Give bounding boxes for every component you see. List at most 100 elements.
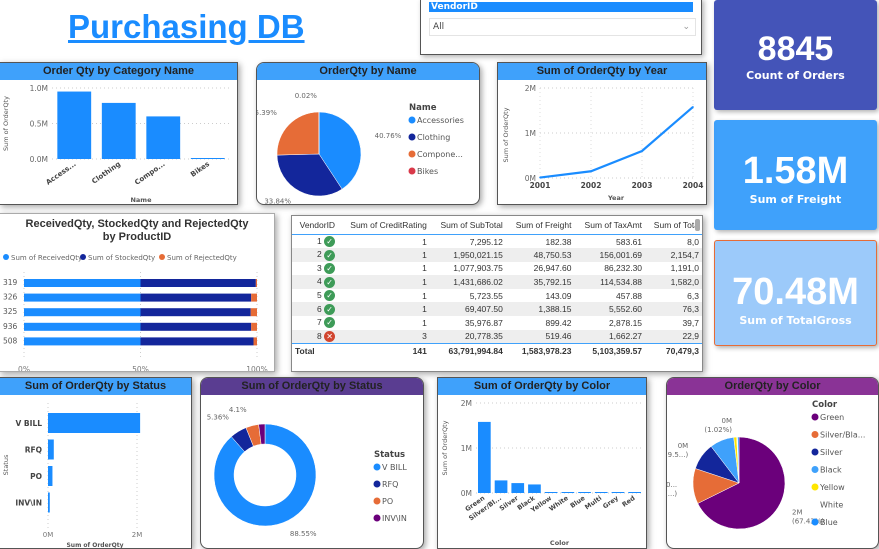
x-tick-label: 2002	[581, 181, 602, 190]
data-label: 88.55%	[290, 530, 317, 538]
bar	[511, 483, 525, 493]
y-tick-label: 936	[3, 322, 18, 331]
table-cell: 26,947.60	[533, 263, 572, 274]
table-cell: 1,077,903.75	[453, 263, 503, 274]
check-circle-icon: ✓	[324, 276, 336, 288]
vendor-id: 4	[316, 276, 322, 287]
bar-segment	[255, 279, 257, 287]
column-header[interactable]: VendorID	[292, 216, 339, 235]
legend-marker	[373, 480, 381, 488]
y-tick-label: PO	[30, 472, 42, 481]
bar	[48, 466, 53, 486]
kpi-value: 1.58M	[742, 150, 849, 192]
bar-segment	[24, 308, 141, 317]
y-tick-label: 0.5M	[30, 120, 48, 129]
table-cell: 1	[338, 275, 430, 289]
table-cell: 457.88	[616, 290, 643, 301]
y-tick-label: RFQ	[25, 446, 42, 455]
legend-marker	[408, 150, 416, 158]
kpi-totalgross: 70.48M Sum of TotalGross	[714, 240, 877, 346]
table-cell: 6,3	[687, 290, 699, 301]
chart-title: Sum of OrderQty by Color	[438, 378, 646, 395]
table-cell: 519.46	[505, 329, 575, 344]
vendor-id: 3	[316, 262, 322, 273]
bar	[528, 484, 541, 493]
legend-item: Compone...	[417, 150, 463, 159]
y-axis-title: Status	[2, 454, 10, 475]
x-tick-label: 2003	[632, 181, 653, 190]
table-cell: 35,976.87	[465, 317, 503, 328]
bar	[101, 102, 136, 159]
column-header[interactable]: Sum of CreditRating	[338, 216, 430, 235]
column-header[interactable]: Sum of Tota	[645, 216, 702, 235]
data-label: 25.39%	[257, 109, 277, 117]
legend-marker	[373, 497, 381, 505]
kpi-freight: 1.58M Sum of Freight	[714, 120, 877, 230]
legend-item: Black	[820, 466, 842, 475]
total-cell: 141	[338, 342, 430, 359]
total-cell: 70,479,3	[645, 342, 702, 359]
x-tick-label: Compo...	[133, 160, 166, 187]
table-cell: 1,662.27	[574, 329, 646, 344]
table-row: 7 ✓ 1 35,976.87 899.42 2,878.15 39,7	[292, 316, 702, 330]
bar	[478, 421, 491, 493]
table-cell: 182.38	[545, 236, 572, 247]
table-cell: 5,552.60	[574, 302, 646, 317]
legend-marker	[811, 518, 819, 526]
table-cell: 899.42	[545, 317, 572, 328]
column-header[interactable]: Sum of Freight	[505, 216, 575, 235]
bar-segment	[251, 322, 257, 331]
table-row: 5 ✓ 1 5,723.55 143.09 457.88 6,3	[292, 289, 702, 303]
bar	[594, 492, 608, 493]
x-tick-label: Multi	[583, 494, 603, 511]
pie-slice	[697, 436, 786, 530]
legend-item: Sum of StockedQty	[88, 254, 155, 262]
bar	[48, 439, 54, 460]
bar-segment	[140, 293, 252, 302]
vendor-id: 1	[316, 235, 322, 246]
legend-item: Sum of ReceivedQty	[11, 254, 82, 262]
x-tick-label: White	[548, 494, 571, 513]
legend-marker	[811, 413, 819, 421]
table-cell: 2,878.15	[608, 317, 643, 328]
legend-marker	[811, 431, 819, 438]
bar	[48, 492, 50, 513]
table-cell: 1,582,0	[645, 275, 702, 289]
bar	[611, 492, 625, 493]
x-tick-label: Bikes	[189, 160, 211, 179]
legend-item: Accessories	[417, 116, 464, 125]
legend-marker	[159, 254, 165, 260]
y-tick-label: 2M	[525, 84, 536, 93]
table-row: 6 ✓ 1 69,407.50 1,388.15 5,552.60 76,3	[292, 302, 702, 317]
column-header[interactable]: Sum of TaxAmt	[574, 216, 646, 235]
legend-item: Sum of RejectedQty	[167, 254, 237, 262]
legend-item: White	[820, 501, 843, 510]
x-tick-label: Silver	[498, 494, 520, 513]
table-cell: 114,534.88	[574, 275, 646, 289]
y-tick-label: 1M	[461, 444, 472, 453]
legend-marker	[408, 133, 416, 141]
kpi-value: 8845	[757, 30, 834, 68]
legend-title: Status	[374, 450, 405, 460]
legend-item: Silver/Bla...	[820, 431, 865, 440]
x-tick-label: 0M	[43, 531, 54, 539]
column-header[interactable]: Sum of SubTotal	[429, 216, 506, 235]
table-cell: 39,7	[682, 317, 699, 328]
legend-item: V BILL	[382, 463, 407, 472]
table-cell: 69,407.50	[429, 302, 506, 317]
vendor-dropdown[interactable]: All ⌄	[429, 18, 696, 36]
data-label: 0.02%	[295, 92, 318, 100]
bar-segment	[24, 322, 141, 331]
legend-item: Clothing	[417, 133, 450, 142]
table-scrollbar[interactable]	[695, 219, 700, 231]
vendor-id: 6	[316, 303, 322, 314]
bar	[561, 492, 575, 493]
data-point	[539, 176, 541, 179]
table-cell: 7,295.12	[469, 236, 503, 247]
x-tick-label: 0%	[18, 365, 30, 372]
data-point	[692, 106, 694, 108]
table-cell: 583.61	[616, 236, 643, 247]
chart-year-line: Sum of OrderQty by Year 0M 1M 2M 2001 2002 200…	[497, 62, 707, 205]
chart-color-bar: Sum of OrderQty by Color 0M 1M 2M Green Silve…	[437, 377, 647, 549]
x-tick-label: Red	[621, 494, 637, 509]
